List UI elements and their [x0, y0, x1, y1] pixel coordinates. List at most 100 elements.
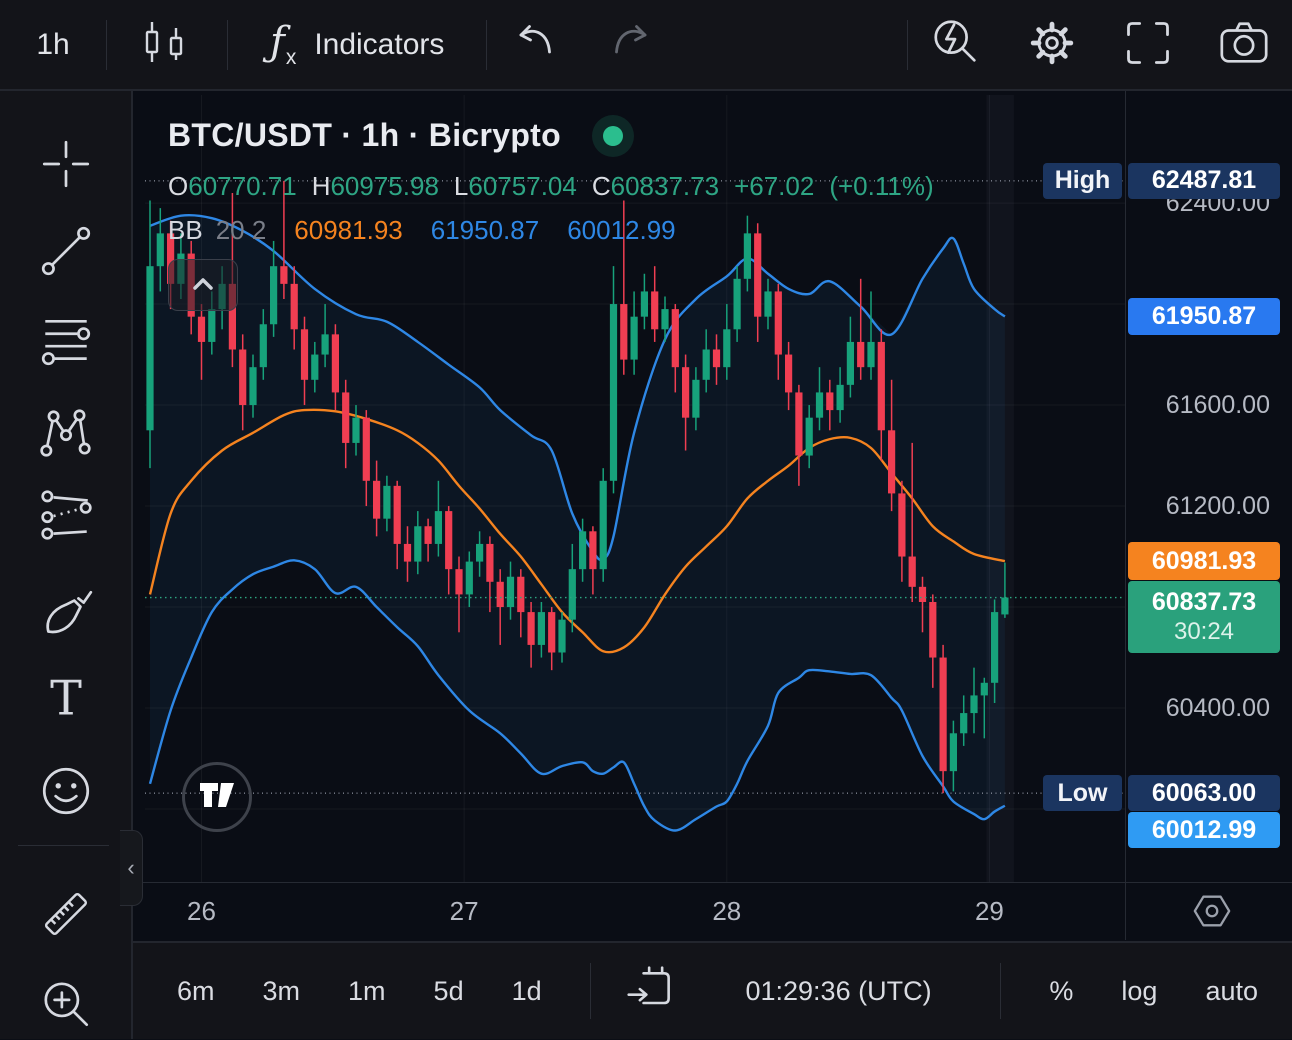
auto-scale-button[interactable]: auto [1205, 975, 1259, 1006]
trend-line-icon [37, 222, 95, 283]
fullscreen-icon [1122, 17, 1174, 72]
range-6m-button[interactable]: 6m [177, 975, 215, 1006]
zoom-in-tool-button[interactable] [31, 970, 101, 1040]
chart-area: BTC/USDT · 1h · Bicrypto O60770.71 H6097… [133, 91, 1292, 1039]
bb-legend[interactable]: BB 20 2 60981.93 61950.87 60012.99 [168, 215, 934, 246]
low-value-badge: 60063.00 [1128, 775, 1280, 812]
time-axis-label: 26 [187, 896, 216, 926]
sidebar-collapse-handle[interactable]: ‹ [120, 830, 143, 906]
price-axis-border [1125, 91, 1126, 940]
fullscreen-button[interactable] [1100, 10, 1196, 80]
redo-icon [603, 15, 659, 74]
clock[interactable]: 01:29:36 (UTC) [745, 975, 932, 1006]
measure-tool-button[interactable] [31, 880, 101, 950]
chevron-up-icon [183, 272, 223, 299]
undo-button[interactable] [487, 10, 583, 80]
emoji-tool-button[interactable] [31, 757, 101, 827]
text-tool-icon: T [37, 671, 95, 733]
market-status-dot [602, 125, 623, 146]
last-price-value: 60837.73 [1151, 588, 1257, 617]
high-value: 60975.98 [330, 171, 439, 201]
ruler-icon [37, 885, 95, 946]
toolbar-separator [227, 19, 228, 70]
open-label: O [168, 171, 189, 201]
time-axis[interactable]: 26 27 28 29 [133, 883, 1292, 941]
time-axis-label: 28 [712, 896, 742, 926]
range-1d-button[interactable]: 1d [511, 975, 542, 1006]
crosshair-tool-button[interactable] [31, 130, 101, 200]
symbol-title[interactable]: BTC/USDT · 1h · Bicrypto [168, 117, 561, 153]
high-label-pill: High [1043, 162, 1122, 199]
bottom-toolbar: 6m 3m 1m 5d 1d 01:29:36 (UTC) % log [133, 941, 1292, 1039]
log-scale-button[interactable]: log [1121, 975, 1158, 1006]
open-value: 60770.71 [188, 171, 297, 201]
time-axis-border [133, 882, 1292, 883]
close-value: 60837.73 [610, 171, 720, 201]
percent-scale-button[interactable]: % [1049, 975, 1074, 1006]
quick-search-button[interactable] [908, 10, 1004, 80]
range-1m-button[interactable]: 1m [348, 975, 386, 1006]
brush-tool-button[interactable] [31, 580, 101, 650]
change-value: +67.02 [734, 171, 815, 201]
bar-countdown: 30:24 [1173, 618, 1235, 646]
fx-icon: ƒx [270, 18, 297, 69]
indicators-button[interactable]: ƒx Indicators [228, 10, 486, 80]
chart-style-button[interactable] [107, 10, 227, 80]
toolbar-separator [1000, 963, 1002, 1019]
low-label-pill: Low [1043, 775, 1122, 812]
camera-icon [1217, 16, 1271, 73]
low-value: 60757.04 [468, 171, 577, 201]
candlestick-icon [141, 17, 193, 72]
calendar-arrow-icon [625, 964, 677, 1019]
redo-button[interactable] [583, 10, 679, 80]
bb-lower-value: 60012.99 [567, 215, 676, 245]
text-tool-button[interactable]: T [31, 667, 101, 737]
last-price-badge: 60837.73 30:24 [1128, 581, 1280, 654]
low-label: L [453, 171, 469, 201]
range-5d-button[interactable]: 5d [433, 975, 464, 1006]
magnifier-lightning-icon [929, 16, 983, 73]
undo-icon [507, 15, 563, 74]
settings-button[interactable] [1004, 10, 1100, 80]
tv-monogram-icon [198, 780, 236, 815]
price-axis[interactable]: 62487.81 61950.87 60981.93 60837.73 30:2… [1126, 91, 1292, 882]
indicators-label: Indicators [314, 27, 445, 61]
fib-retracement-tool-button[interactable] [31, 307, 101, 377]
bb-basis-value: 60981.93 [294, 215, 403, 245]
close-label: C [591, 171, 611, 201]
magnifier-plus-icon [37, 975, 95, 1036]
high-value-badge: 62487.81 [1128, 162, 1280, 199]
brush-icon [37, 585, 95, 646]
bb-upper-badge: 61950.87 [1128, 297, 1280, 335]
toolbar-separator [907, 19, 908, 70]
snapshot-button[interactable] [1196, 10, 1292, 80]
price-axis-label: 61200.00 [1165, 492, 1270, 521]
top-toolbar: 1h ƒx Indicators [0, 0, 1292, 91]
hexagon-gear-icon [1189, 890, 1235, 935]
price-axis-label: 61600.00 [1165, 391, 1270, 420]
bb-basis-badge: 60981.93 [1128, 542, 1280, 581]
trend-line-tool-button[interactable] [31, 217, 101, 287]
interval-button[interactable]: 1h [0, 10, 106, 80]
candlestick-chart[interactable] [145, 95, 1125, 882]
go-to-date-button[interactable] [625, 964, 677, 1019]
forecast-icon [37, 486, 95, 547]
bb-params: 20 2 [215, 215, 267, 245]
sidebar-divider [18, 845, 109, 846]
tradingview-logo[interactable] [182, 762, 252, 832]
toolbar-separator [589, 963, 591, 1019]
range-3m-button[interactable]: 3m [262, 975, 301, 1006]
change-percent: (+0.11%) [829, 171, 934, 201]
smiley-icon [37, 762, 95, 823]
fib-retracement-icon [37, 312, 95, 373]
xabcd-pattern-tool-button[interactable] [31, 399, 101, 469]
price-axis-label: 60400.00 [1165, 694, 1270, 723]
forecast-tool-button[interactable] [31, 481, 101, 551]
gear-icon [1025, 16, 1079, 73]
time-axis-label: 29 [974, 896, 1004, 926]
legend-collapse-button[interactable] [168, 259, 238, 311]
svg-text:T: T [50, 672, 82, 726]
ohlc-values: O60770.71 H60975.98 L60757.04 C60837.73 … [168, 171, 934, 202]
bb-upper-value: 61950.87 [430, 215, 540, 245]
time-axis-settings-button[interactable] [1189, 891, 1235, 933]
